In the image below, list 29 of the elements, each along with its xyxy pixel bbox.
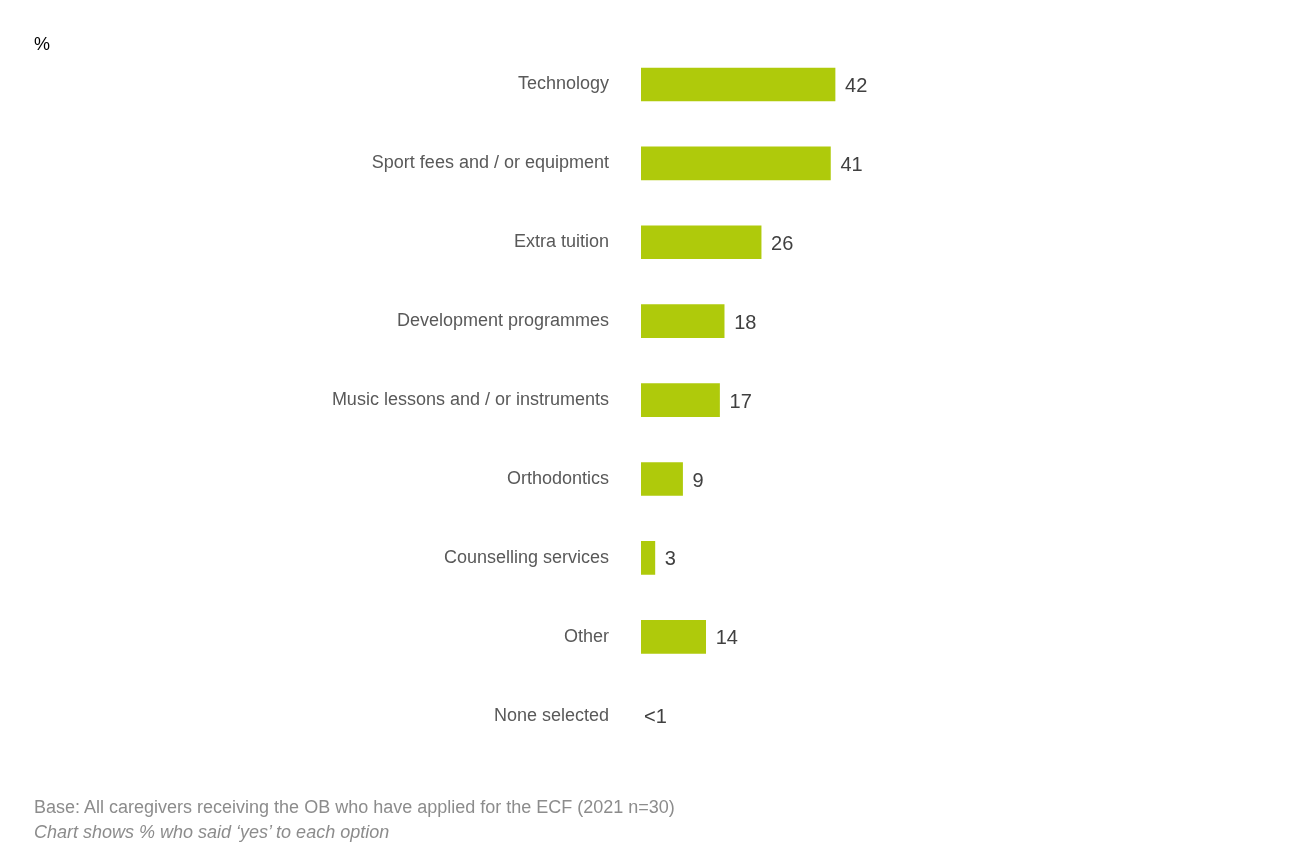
y-tick-label: Sport fees and / or equipment bbox=[371, 152, 609, 173]
y-tick-label: Counselling services bbox=[443, 546, 609, 567]
data-label: 14 bbox=[715, 626, 738, 649]
data-label: 26 bbox=[771, 231, 794, 254]
data-label: 9 bbox=[692, 468, 704, 491]
bar bbox=[641, 383, 720, 417]
text: Chart shows % who said ‘yes’ to each option bbox=[34, 822, 390, 843]
bar bbox=[641, 462, 683, 496]
bar bbox=[641, 620, 707, 654]
y-tick-label: Development programmes bbox=[396, 310, 609, 331]
data-label: 18 bbox=[734, 310, 757, 333]
bar bbox=[641, 304, 725, 339]
bar bbox=[641, 67, 836, 102]
y-tick-label: Music lessons and / or instruments bbox=[331, 389, 609, 410]
text: <1 bbox=[644, 705, 667, 728]
data-label: 3 bbox=[664, 547, 676, 570]
y-tick-label: Extra tuition bbox=[513, 231, 609, 252]
text: % bbox=[34, 34, 51, 55]
y-tick-label: Orthodontics bbox=[506, 467, 609, 488]
y-tick-label: None selected bbox=[493, 704, 609, 725]
y-tick-label: Technology bbox=[517, 73, 609, 94]
bar bbox=[641, 225, 762, 260]
data-label: 17 bbox=[729, 389, 752, 412]
data-label: 41 bbox=[840, 152, 863, 175]
bar bbox=[641, 146, 831, 181]
y-tick-label: Other bbox=[563, 625, 609, 646]
data-label: 42 bbox=[845, 73, 868, 96]
bar bbox=[641, 541, 656, 575]
text: Base: All caregivers receiving the OB who have applied for the ECF (2021 n=30) bbox=[34, 797, 675, 818]
